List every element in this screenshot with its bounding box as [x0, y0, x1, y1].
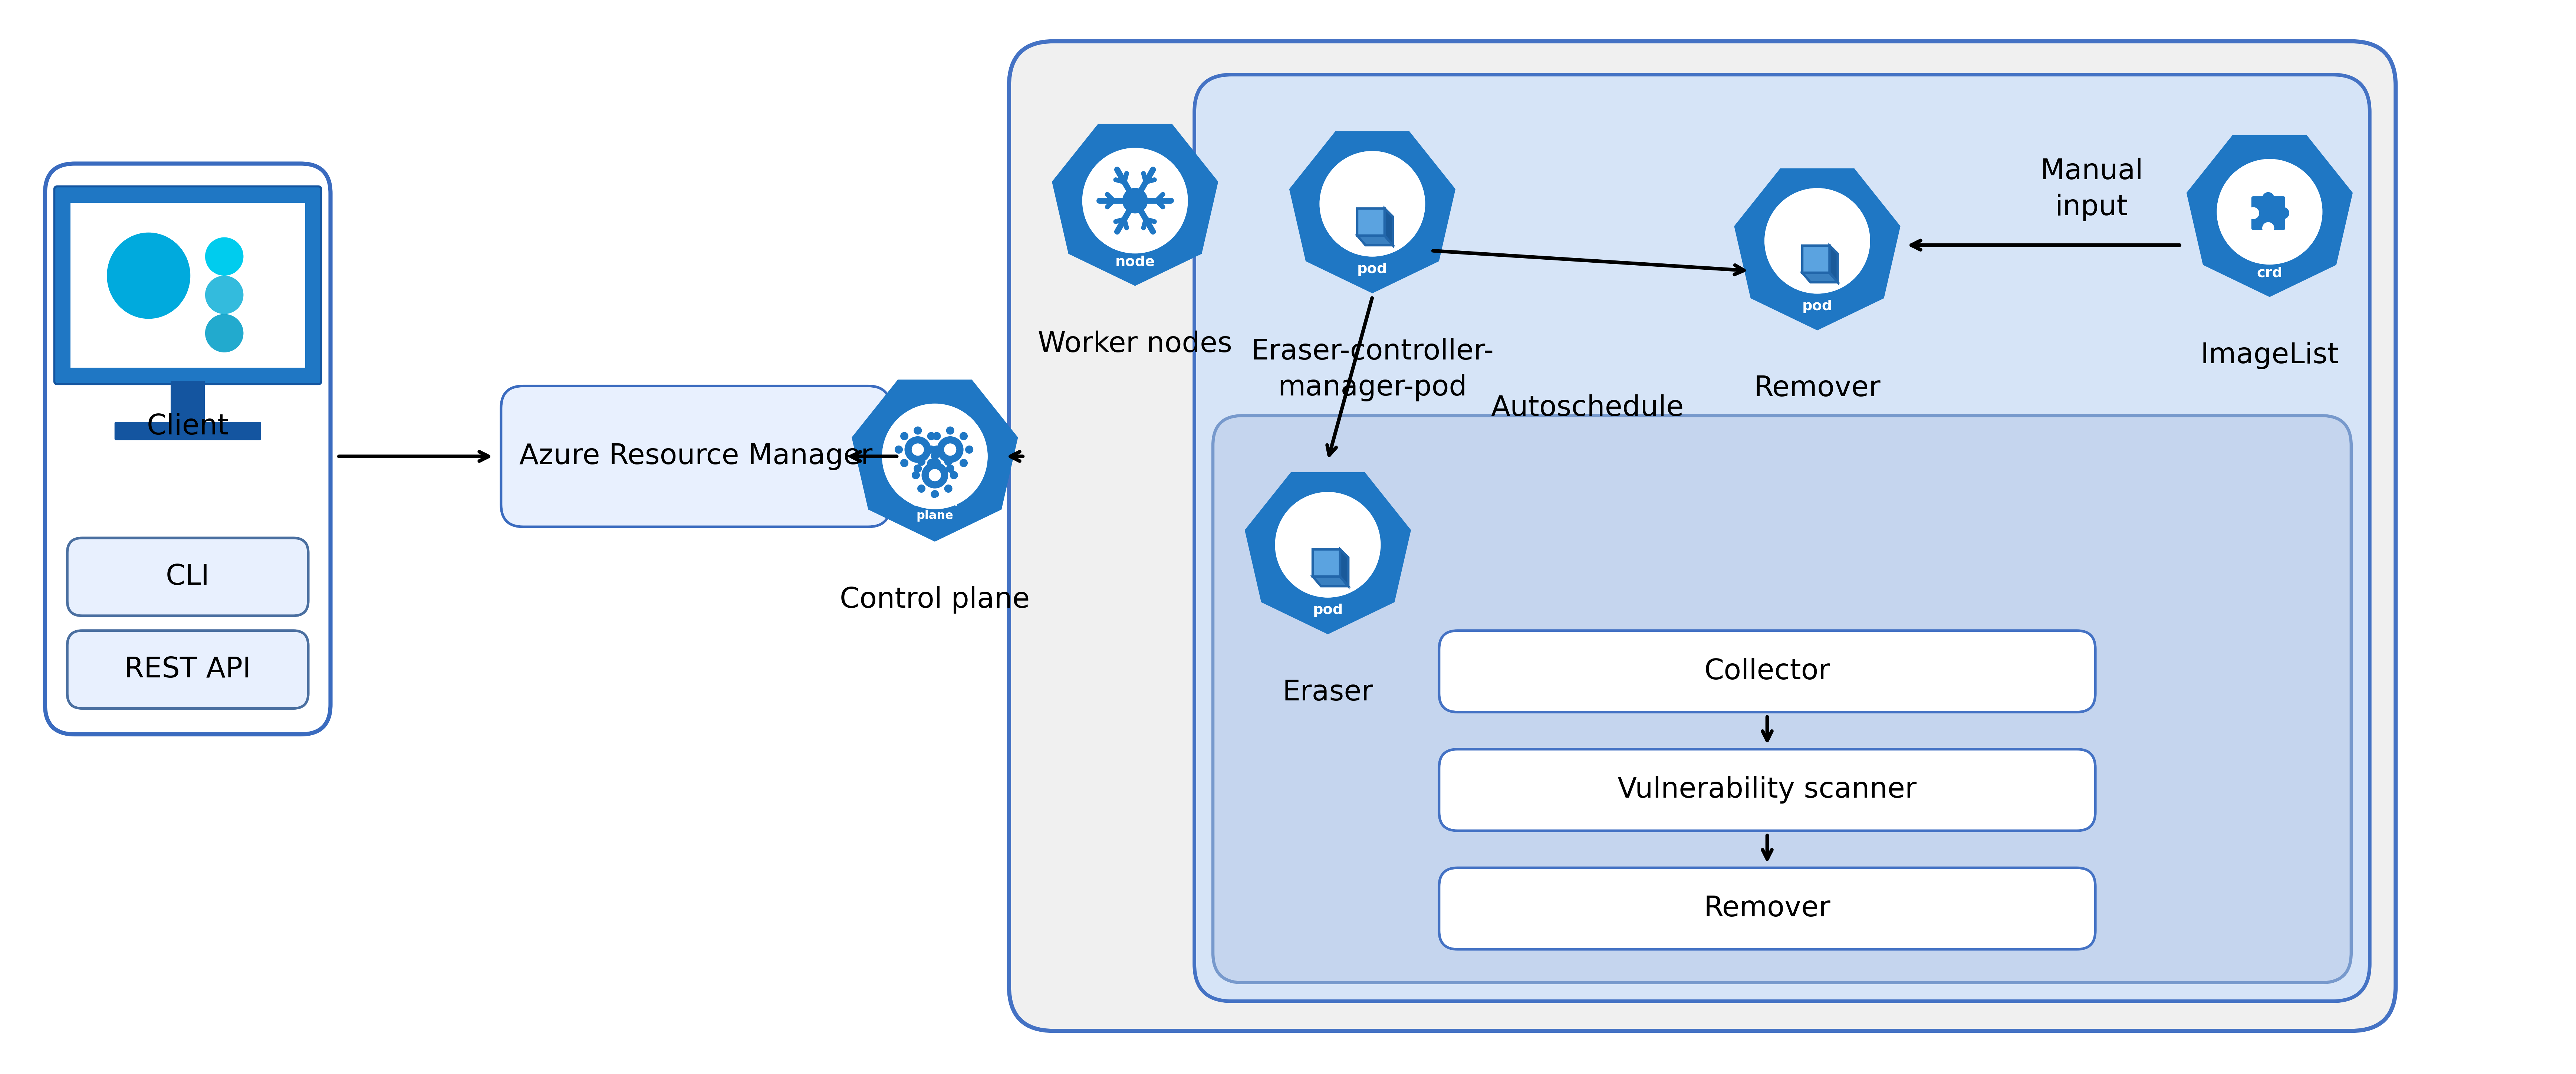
Circle shape	[1319, 151, 1425, 257]
Circle shape	[943, 484, 953, 493]
Text: Autoschedule: Autoschedule	[1492, 394, 1685, 422]
FancyBboxPatch shape	[54, 187, 322, 384]
Circle shape	[1765, 188, 1870, 293]
Circle shape	[917, 458, 925, 466]
Polygon shape	[1340, 550, 1347, 586]
Text: Worker nodes: Worker nodes	[1038, 331, 1231, 358]
FancyBboxPatch shape	[70, 203, 304, 367]
Text: ImageList: ImageList	[2200, 342, 2339, 369]
Circle shape	[1123, 188, 1149, 214]
Circle shape	[927, 432, 935, 440]
Circle shape	[933, 446, 940, 453]
Polygon shape	[1288, 131, 1455, 293]
FancyBboxPatch shape	[170, 381, 204, 423]
Text: CLI: CLI	[165, 563, 209, 591]
Text: Remover: Remover	[1754, 375, 1880, 403]
Text: pod: pod	[1358, 263, 1388, 276]
Polygon shape	[1829, 246, 1837, 282]
Text: Client: Client	[147, 413, 229, 440]
Circle shape	[206, 314, 245, 352]
Text: Control plane: Control plane	[840, 586, 1030, 613]
Circle shape	[917, 484, 925, 493]
Text: REST API: REST API	[124, 656, 250, 683]
Circle shape	[2262, 192, 2275, 204]
Circle shape	[922, 462, 948, 489]
FancyBboxPatch shape	[1010, 41, 2396, 1031]
FancyBboxPatch shape	[1440, 630, 2094, 712]
Circle shape	[912, 444, 925, 455]
Circle shape	[938, 436, 963, 463]
Text: Eraser: Eraser	[1283, 679, 1373, 707]
Circle shape	[958, 432, 969, 440]
FancyBboxPatch shape	[1440, 750, 2094, 830]
Polygon shape	[1314, 550, 1340, 577]
Circle shape	[881, 404, 987, 509]
Text: Eraser-controller-
manager-pod: Eraser-controller- manager-pod	[1252, 338, 1494, 402]
FancyBboxPatch shape	[1213, 416, 2352, 983]
FancyBboxPatch shape	[113, 422, 260, 440]
FancyBboxPatch shape	[67, 538, 309, 615]
Circle shape	[1082, 148, 1188, 253]
Circle shape	[933, 432, 940, 440]
Circle shape	[894, 446, 902, 453]
Text: pod: pod	[1803, 300, 1832, 314]
Circle shape	[966, 446, 974, 453]
FancyBboxPatch shape	[1440, 868, 2094, 949]
Polygon shape	[2187, 135, 2352, 297]
Circle shape	[904, 436, 930, 463]
Circle shape	[945, 426, 953, 435]
Text: node: node	[1115, 256, 1154, 268]
Circle shape	[1275, 492, 1381, 597]
Circle shape	[927, 446, 935, 453]
Polygon shape	[1358, 235, 1394, 245]
Text: Manual
input: Manual input	[2040, 158, 2143, 221]
Circle shape	[206, 237, 245, 276]
Circle shape	[933, 459, 940, 467]
Text: Remover: Remover	[1703, 895, 1832, 923]
Polygon shape	[1803, 273, 1837, 282]
FancyBboxPatch shape	[500, 386, 891, 527]
Circle shape	[914, 426, 922, 435]
FancyBboxPatch shape	[67, 630, 309, 709]
FancyBboxPatch shape	[44, 163, 330, 735]
Circle shape	[930, 452, 938, 460]
Polygon shape	[1383, 208, 1394, 245]
Circle shape	[2215, 159, 2321, 264]
Polygon shape	[1314, 577, 1347, 586]
Circle shape	[951, 471, 958, 479]
Polygon shape	[1734, 169, 1901, 331]
Circle shape	[914, 464, 922, 473]
Circle shape	[943, 458, 953, 466]
Circle shape	[206, 276, 245, 314]
FancyBboxPatch shape	[1195, 74, 2370, 1001]
Text: Azure Resource Manager: Azure Resource Manager	[518, 442, 873, 470]
Circle shape	[958, 459, 969, 467]
Circle shape	[899, 432, 909, 440]
Circle shape	[2262, 222, 2275, 234]
Circle shape	[943, 444, 956, 455]
Text: crd: crd	[2257, 266, 2282, 280]
Text: Vulnerability scanner: Vulnerability scanner	[1618, 777, 1917, 803]
Circle shape	[930, 490, 938, 498]
Circle shape	[2246, 207, 2259, 219]
Circle shape	[899, 459, 909, 467]
Polygon shape	[1244, 473, 1412, 635]
Text: control
plane: control plane	[912, 497, 958, 522]
Polygon shape	[853, 379, 1018, 541]
Circle shape	[927, 459, 935, 467]
Polygon shape	[1358, 208, 1383, 235]
Circle shape	[2277, 207, 2290, 219]
Text: Collector: Collector	[1703, 657, 1829, 685]
Circle shape	[945, 464, 953, 473]
Text: pod: pod	[1314, 604, 1342, 618]
Ellipse shape	[106, 232, 191, 319]
Circle shape	[912, 471, 920, 479]
Polygon shape	[1051, 124, 1218, 286]
Circle shape	[927, 469, 940, 481]
Polygon shape	[1803, 246, 1829, 273]
FancyBboxPatch shape	[2251, 197, 2285, 230]
